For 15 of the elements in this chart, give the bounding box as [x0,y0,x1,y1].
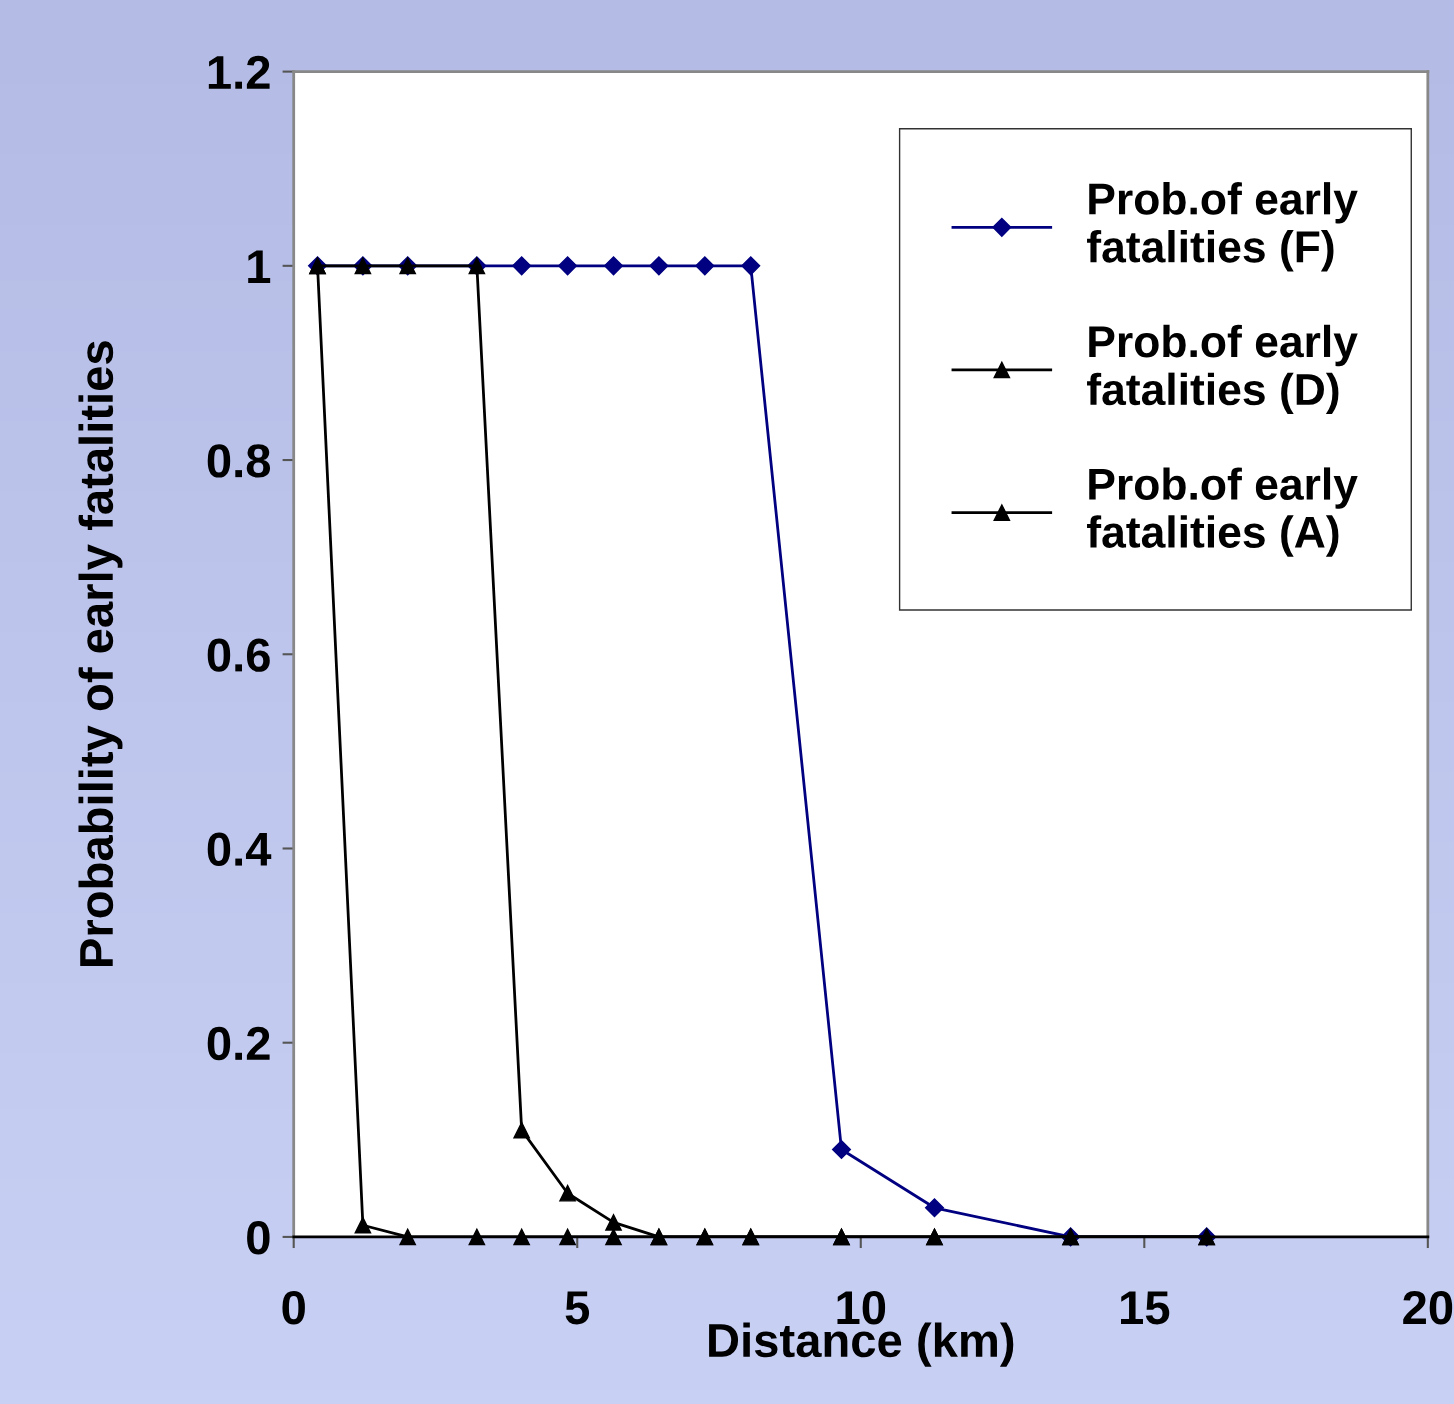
y-tick-label: 1.2 [208,55,270,89]
y-tick-label: 0.6 [207,638,270,672]
legend-label: Prob.of early fatalities (A) [1087,467,1358,557]
y-tick-label: 0.2 [207,1026,270,1061]
y-tick-label: 0.8 [207,444,271,478]
legend-label: Prob.of early fatalities (D) [1087,324,1358,415]
y-axis-title: Probability of early fatalities [78,341,123,966]
x-tick-label: 15 [1121,1291,1170,1325]
y-tick-label: 1 [248,250,271,283]
y-tick-label: 0.4 [207,832,272,867]
y-tick-label: 0 [247,1221,270,1255]
x-tick-label: 20 [1403,1290,1453,1325]
legend-label: Prob.of early fatalities (F) [1087,182,1358,272]
x-tick-label: 5 [565,1291,590,1325]
x-tick-label: 0 [282,1290,305,1325]
